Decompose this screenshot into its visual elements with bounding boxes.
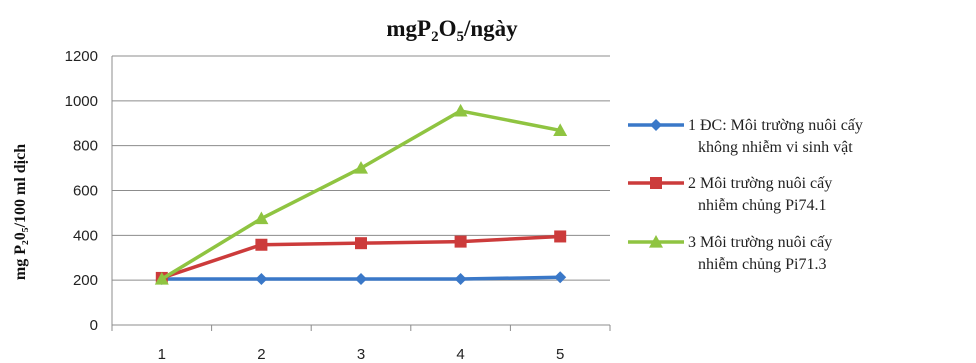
x-tick-label-3: 3 xyxy=(357,346,365,363)
series-2-point-4 xyxy=(454,235,467,248)
series-1-point-3 xyxy=(355,273,367,286)
series-2-point-3 xyxy=(355,237,367,250)
legend-label-1-line-1: 1 ĐC: Môi trường nuôi cấy xyxy=(688,117,863,134)
series-layer xyxy=(154,103,568,286)
series-line-3 xyxy=(160,109,561,281)
legend: 1 ĐC: Môi trường nuôi cấy không nhiễm vi … xyxy=(628,117,863,273)
y-tick-label-200: 200 xyxy=(73,272,98,289)
y-tick-label-800: 800 xyxy=(73,138,98,155)
legend-label-2-line-2: nhiễm chủng Pi74.1 xyxy=(698,197,826,214)
series-2-point-5 xyxy=(554,230,567,243)
series-3-point-4 xyxy=(453,103,468,117)
series-3-point-1 xyxy=(154,272,169,285)
legend-marker-3 xyxy=(649,235,663,248)
legend-label-1: 1 ĐC: Môi trường nuôi cấy không nhiễm vi … xyxy=(688,117,863,156)
x-tick-label-4: 4 xyxy=(456,346,464,363)
chart-title: mgP2O5/ngày xyxy=(386,16,518,45)
y-tick-label-1000: 1000 xyxy=(65,93,98,110)
legend-label-3-line-1: 3 Môi trường nuôi cấy xyxy=(688,234,832,251)
title-subscript-2: 2 xyxy=(431,29,439,45)
series-1-point-2 xyxy=(255,273,268,286)
gridlines xyxy=(112,55,610,281)
legend-marker-1 xyxy=(650,119,662,131)
x-tick-label-2: 2 xyxy=(257,346,265,363)
y-tick-label-0: 0 xyxy=(90,317,98,334)
x-tick-label-5: 5 xyxy=(556,346,564,363)
y-tick-label-600: 600 xyxy=(73,183,98,200)
series-3-point-5 xyxy=(553,123,568,137)
y-tick-label-400: 400 xyxy=(73,227,98,244)
y-axis-label: mg P₂0₅/100 ml dịch xyxy=(12,144,29,280)
legend-label-1-line-2: không nhiễm vi sinh vật xyxy=(698,139,853,156)
legend-marker-2 xyxy=(650,177,662,189)
title-per-day: /ngày xyxy=(463,16,518,41)
series-2-point-2 xyxy=(255,238,268,251)
series-3-point-3 xyxy=(354,161,368,174)
title-subscript-5: 5 xyxy=(456,29,464,45)
axes: 0 200 400 600 800 1000 1200 1 2 3 4 5 xyxy=(65,48,611,363)
legend-label-3: 3 Môi trường nuôi cấy nhiễm chủng Pi71.3 xyxy=(688,234,832,273)
series-1-point-5 xyxy=(554,271,567,284)
y-tick-label-1200: 1200 xyxy=(65,48,98,65)
legend-label-2: 2 Môi trường nuôi cấy nhiễm chủng Pi74.1 xyxy=(688,175,832,214)
x-tick-label-1: 1 xyxy=(158,346,166,363)
legend-label-2-line-1: 2 Môi trường nuôi cấy xyxy=(688,175,832,192)
series-1-point-4 xyxy=(454,273,467,286)
title-o: O xyxy=(439,16,457,41)
legend-label-3-line-2: nhiễm chủng Pi71.3 xyxy=(698,256,826,273)
series-3-point-2 xyxy=(254,211,269,225)
